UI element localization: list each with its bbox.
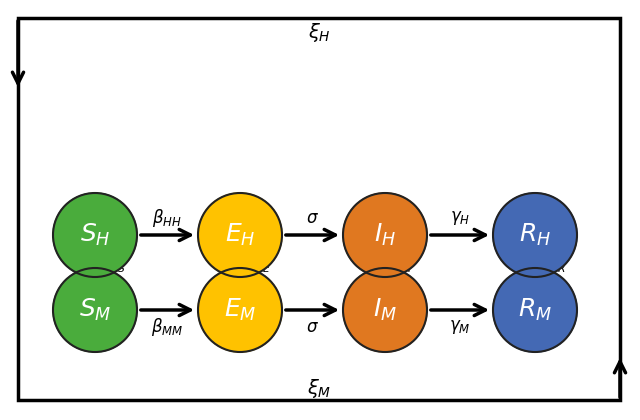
Text: $\tilde{\lambda}^E$: $\tilde{\lambda}^E$ xyxy=(253,262,271,282)
Circle shape xyxy=(53,268,137,352)
Circle shape xyxy=(343,193,427,277)
Text: $\beta_{HH}$: $\beta_{HH}$ xyxy=(152,207,182,229)
Text: $\xi_M$: $\xi_M$ xyxy=(307,376,331,399)
Text: $\gamma_H$: $\gamma_H$ xyxy=(450,209,470,227)
Text: $\xi_H$: $\xi_H$ xyxy=(308,21,330,44)
Circle shape xyxy=(53,193,137,277)
Text: $R_H$: $R_H$ xyxy=(519,222,551,248)
Text: $\gamma_M$: $\gamma_M$ xyxy=(449,318,471,336)
Circle shape xyxy=(493,193,577,277)
Text: $\sigma$: $\sigma$ xyxy=(305,318,319,336)
Text: $E_H$: $E_H$ xyxy=(225,222,255,248)
Text: $R_M$: $R_M$ xyxy=(518,297,552,323)
Text: $E_M$: $E_M$ xyxy=(224,297,256,323)
Text: $\sigma$: $\sigma$ xyxy=(305,209,319,227)
Text: $I_M$: $I_M$ xyxy=(373,297,397,323)
Text: $\tilde{\lambda}^R$: $\tilde{\lambda}^R$ xyxy=(548,262,566,282)
Circle shape xyxy=(198,193,282,277)
Text: $S_H$: $S_H$ xyxy=(80,222,110,248)
Text: $\tilde{\lambda}^I$: $\tilde{\lambda}^I$ xyxy=(398,262,413,282)
Text: $\tilde{\lambda}^S$: $\tilde{\lambda}^S$ xyxy=(108,262,126,282)
Text: $S_M$: $S_M$ xyxy=(79,297,111,323)
Circle shape xyxy=(343,268,427,352)
Text: $\beta_{MM}$: $\beta_{MM}$ xyxy=(151,316,183,338)
Circle shape xyxy=(198,268,282,352)
Circle shape xyxy=(493,268,577,352)
Text: $I_H$: $I_H$ xyxy=(374,222,396,248)
